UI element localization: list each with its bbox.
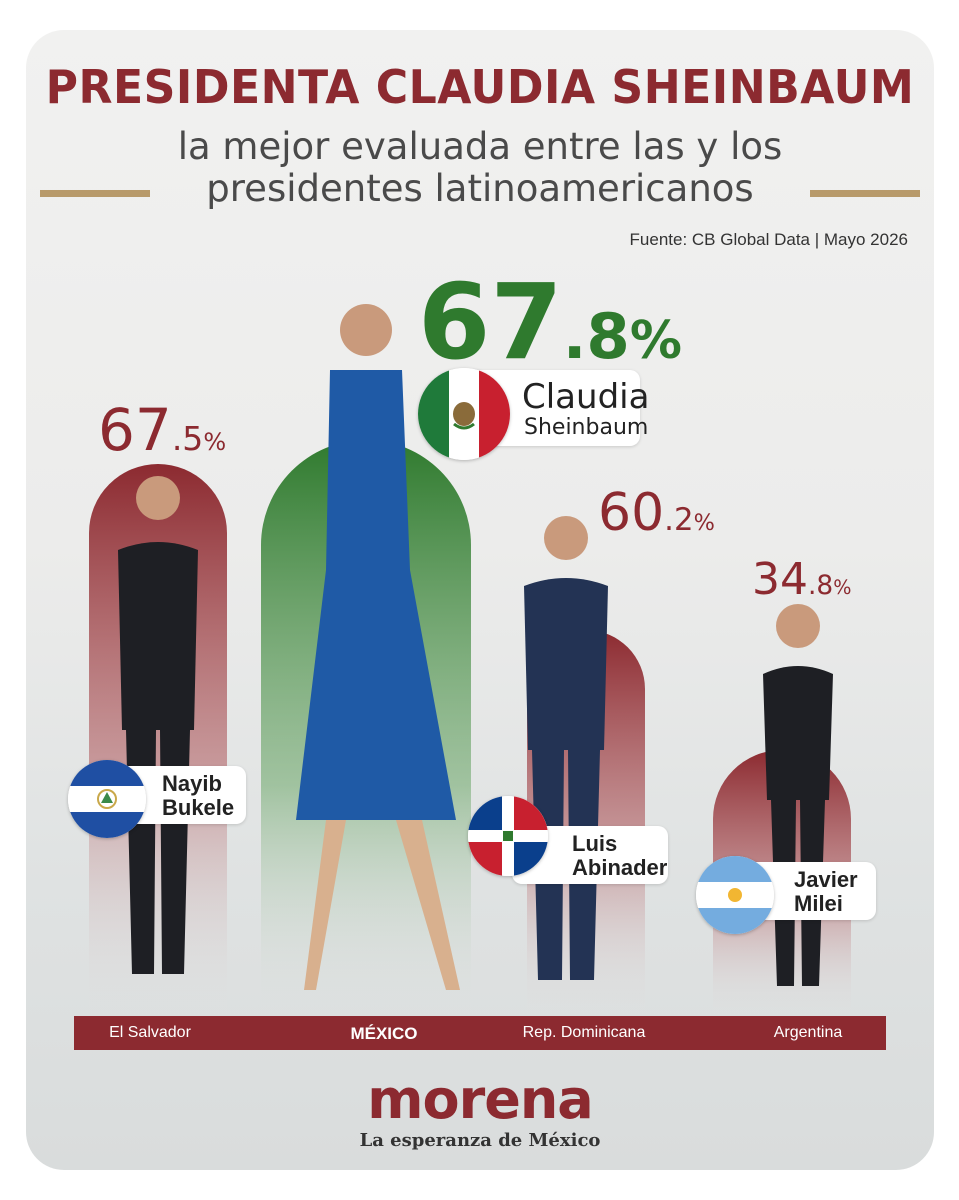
person-body <box>118 542 198 730</box>
value-label-3: 60.2% <box>598 483 715 543</box>
subtitle: la mejor evaluada entre las y los presid… <box>26 126 934 210</box>
source-note: Fuente: CB Global Data | Mayo 2026 <box>629 230 908 249</box>
country-label-rep-dominicana: Rep. Dominicana <box>522 1024 646 1041</box>
person-body <box>296 370 456 820</box>
president-photo-2 <box>296 304 460 990</box>
president-photo-4 <box>763 604 833 986</box>
subtitle-line-1: la mejor evaluada entre las y los <box>177 125 783 168</box>
person-first-name: Claudia <box>522 377 650 417</box>
person-last-name: Sheinbaum <box>524 415 649 440</box>
person-last-name: Bukele <box>162 795 235 820</box>
dominican-republic-flag-icon <box>468 796 548 876</box>
country-strip <box>74 1016 886 1050</box>
decorative-rule-right <box>810 190 920 197</box>
value-label-1: 67.5% <box>98 396 226 464</box>
person-last-name: Abinader <box>572 855 668 880</box>
person-first-name: Luis <box>572 831 618 856</box>
tagline: La esperanza de México <box>359 1130 601 1151</box>
value-label-4: 34.8% <box>752 554 851 605</box>
infographic-card: PRESIDENTA CLAUDIA SHEINBAUM la mejor ev… <box>26 30 934 1170</box>
decorative-rule-left <box>40 190 150 197</box>
person-last-name: Milei <box>794 891 843 916</box>
president-photo-3 <box>524 516 608 980</box>
person-head <box>544 516 588 560</box>
el-salvador-flag-icon <box>68 760 146 838</box>
person-first-name: Nayib <box>162 771 222 796</box>
morena-logo: morena <box>367 1068 594 1131</box>
person-head <box>776 604 820 648</box>
value-label-2: 67.8% <box>418 261 682 383</box>
page-title: PRESIDENTA CLAUDIA SHEINBAUM <box>45 60 915 114</box>
subtitle-line-2: presidentes latinoamericanos <box>206 167 754 210</box>
person-first-name: Javier <box>794 867 858 892</box>
person-legs <box>304 820 460 990</box>
person-legs <box>532 750 600 980</box>
country-label-argentina: Argentina <box>773 1024 843 1041</box>
mexico-flag-icon <box>418 368 510 460</box>
person-body <box>524 578 608 750</box>
person-legs <box>771 800 825 986</box>
argentina-flag-icon <box>696 856 774 934</box>
person-head <box>136 476 180 520</box>
country-label-el-salvador: El Salvador <box>109 1024 191 1041</box>
person-body <box>763 666 833 800</box>
country-label-mexico: MÉXICO <box>350 1024 418 1043</box>
person-head <box>340 304 392 356</box>
